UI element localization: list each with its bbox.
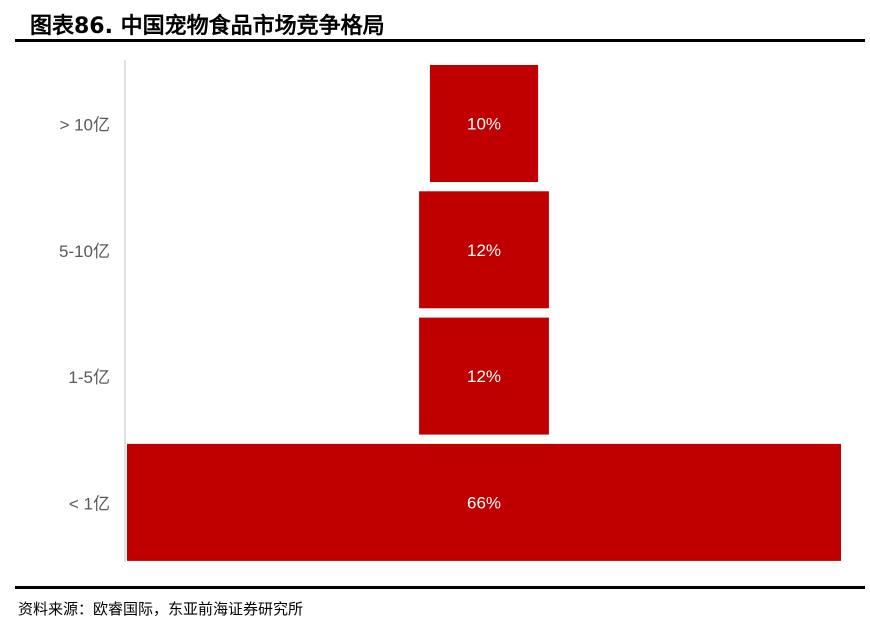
- data-label: 66%: [467, 493, 501, 512]
- chart-title: 图表86. 中国宠物食品市场竞争格局: [30, 14, 385, 39]
- category-label: 1-5亿: [68, 368, 110, 387]
- bar-2: [419, 317, 549, 435]
- data-label: 10%: [467, 115, 501, 134]
- category-label: > 10亿: [59, 116, 110, 135]
- source-rule: [15, 586, 865, 589]
- data-label: 12%: [467, 241, 501, 260]
- category-label: < 1亿: [69, 494, 110, 513]
- title-rule: [15, 39, 865, 42]
- bar-1: [419, 191, 549, 309]
- bar-3: [127, 443, 841, 561]
- category-label: 5-10亿: [59, 242, 110, 261]
- source-note: 资料来源：欧睿国际，东亚前海证券研究所: [18, 600, 304, 618]
- bar-0: [429, 65, 539, 182]
- data-label: 12%: [467, 367, 501, 386]
